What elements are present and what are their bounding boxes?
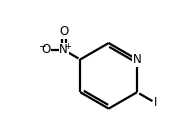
Text: I: I [154, 96, 157, 109]
Text: N: N [133, 53, 141, 66]
Text: O: O [59, 25, 68, 38]
Text: −: − [38, 42, 46, 51]
Text: N: N [59, 43, 68, 56]
Text: +: + [64, 42, 71, 51]
Text: O: O [41, 43, 51, 56]
